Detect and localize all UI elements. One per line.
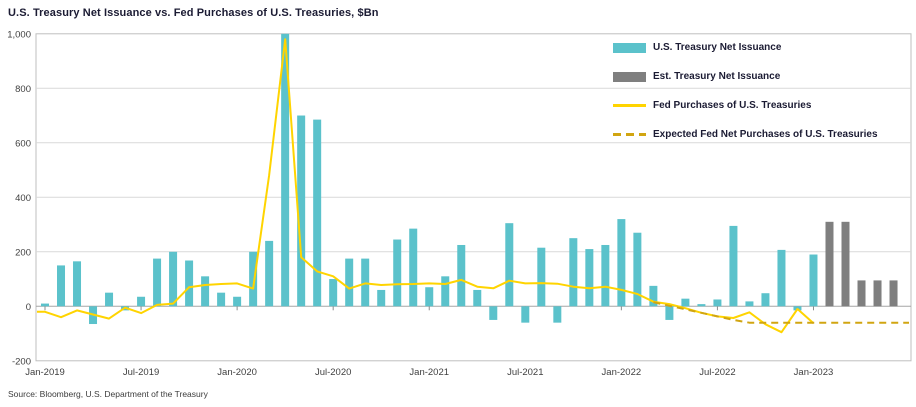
x-tick-marks — [44, 306, 814, 311]
est-net-issuance-swatch — [613, 71, 646, 82]
y-axis-label: 400 — [15, 193, 31, 204]
y-axis-label: 800 — [15, 84, 31, 95]
net-issuance-swatch — [613, 42, 646, 53]
bar — [569, 238, 578, 307]
bar — [857, 280, 866, 307]
legend: U.S. Treasury Net Issuance Est. Treasury… — [613, 33, 878, 149]
bar — [265, 240, 274, 307]
bar — [873, 280, 882, 307]
legend-item-est-net-issuance: Est. Treasury Net Issuance — [613, 62, 878, 91]
y-axis-labels: 1,000 800 600 400 200 0 -200 — [7, 29, 31, 367]
x-axis-labels: Jan-2019 Jul-2019 Jan-2020 Jul-2020 Jan-2021… — [25, 367, 833, 378]
expected-fed-purchases-dashed-swatch — [613, 133, 646, 136]
bar — [457, 244, 466, 307]
bar — [249, 251, 258, 307]
bar — [41, 303, 49, 307]
bar — [201, 276, 210, 307]
bar — [281, 33, 290, 307]
legend-label-net-issuance: U.S. Treasury Net Issuance — [653, 42, 782, 53]
bar — [105, 292, 114, 307]
bar — [297, 115, 306, 307]
bar — [409, 228, 418, 307]
bar — [137, 296, 146, 307]
x-axis-label: Jan-2023 — [794, 367, 834, 378]
bar — [313, 119, 322, 307]
bar — [697, 304, 706, 307]
bar — [57, 265, 66, 307]
y-axis-label: 0 — [26, 302, 31, 313]
x-axis-label: Jan-2019 — [25, 367, 65, 378]
bar — [473, 289, 482, 307]
bar — [889, 280, 898, 307]
bar — [777, 249, 786, 307]
x-axis-label: Jul-2019 — [123, 367, 159, 378]
fed-purchases-line — [37, 38, 815, 334]
bar — [505, 223, 514, 307]
y-axis-label: 1,000 — [7, 29, 31, 40]
bar — [73, 261, 82, 307]
bar — [217, 292, 226, 307]
bar — [585, 249, 594, 307]
bar — [329, 279, 338, 307]
x-axis-label: Jul-2020 — [315, 367, 351, 378]
bar — [729, 225, 738, 307]
bar — [809, 254, 818, 307]
legend-item-net-issuance: U.S. Treasury Net Issuance — [613, 33, 878, 62]
bar — [169, 251, 178, 307]
bar — [649, 285, 658, 307]
x-axis-label: Jul-2021 — [507, 367, 543, 378]
bar — [441, 276, 450, 307]
bar — [745, 301, 754, 307]
bar — [233, 296, 242, 307]
bar — [617, 219, 626, 307]
bar — [553, 306, 562, 323]
bar — [665, 306, 674, 320]
bar — [713, 299, 722, 307]
bar — [681, 298, 690, 307]
bar — [761, 293, 770, 307]
legend-label-est-net-issuance: Est. Treasury Net Issuance — [653, 71, 781, 82]
bar — [153, 258, 162, 307]
bar — [633, 232, 642, 307]
y-axis-label: 200 — [15, 247, 31, 258]
bar — [425, 287, 434, 307]
legend-item-fed-purchases: Fed Purchases of U.S. Treasuries — [613, 91, 878, 120]
legend-label-fed-purchases: Fed Purchases of U.S. Treasuries — [653, 100, 812, 111]
chart-title: U.S. Treasury Net Issuance vs. Fed Purch… — [8, 7, 379, 19]
y-axis-label: -200 — [12, 356, 31, 367]
bar — [841, 221, 850, 307]
legend-item-expected-fed-purchases: Expected Fed Net Purchases of U.S. Treas… — [613, 120, 878, 149]
x-axis-label: Jan-2022 — [602, 367, 642, 378]
net-issuance-bars — [41, 33, 818, 325]
source-note: Source: Bloomberg, U.S. Department of th… — [8, 389, 208, 399]
bar — [185, 260, 194, 307]
bar — [825, 221, 834, 307]
fed-purchases-line-swatch — [613, 104, 646, 107]
bar — [537, 247, 546, 307]
bar — [601, 244, 610, 307]
x-axis-label: Jan-2021 — [409, 367, 449, 378]
gridlines — [36, 87, 911, 253]
est-net-issuance-bars — [825, 221, 898, 307]
bar — [345, 258, 354, 307]
bar — [489, 306, 498, 320]
bar — [393, 239, 402, 307]
legend-label-expected-fed-purchases: Expected Fed Net Purchases of U.S. Treas… — [653, 129, 878, 140]
y-axis-label: 600 — [15, 138, 31, 149]
bar — [377, 289, 386, 307]
bar — [521, 306, 530, 323]
x-axis-label: Jul-2022 — [699, 367, 735, 378]
x-axis-label: Jan-2020 — [217, 367, 257, 378]
